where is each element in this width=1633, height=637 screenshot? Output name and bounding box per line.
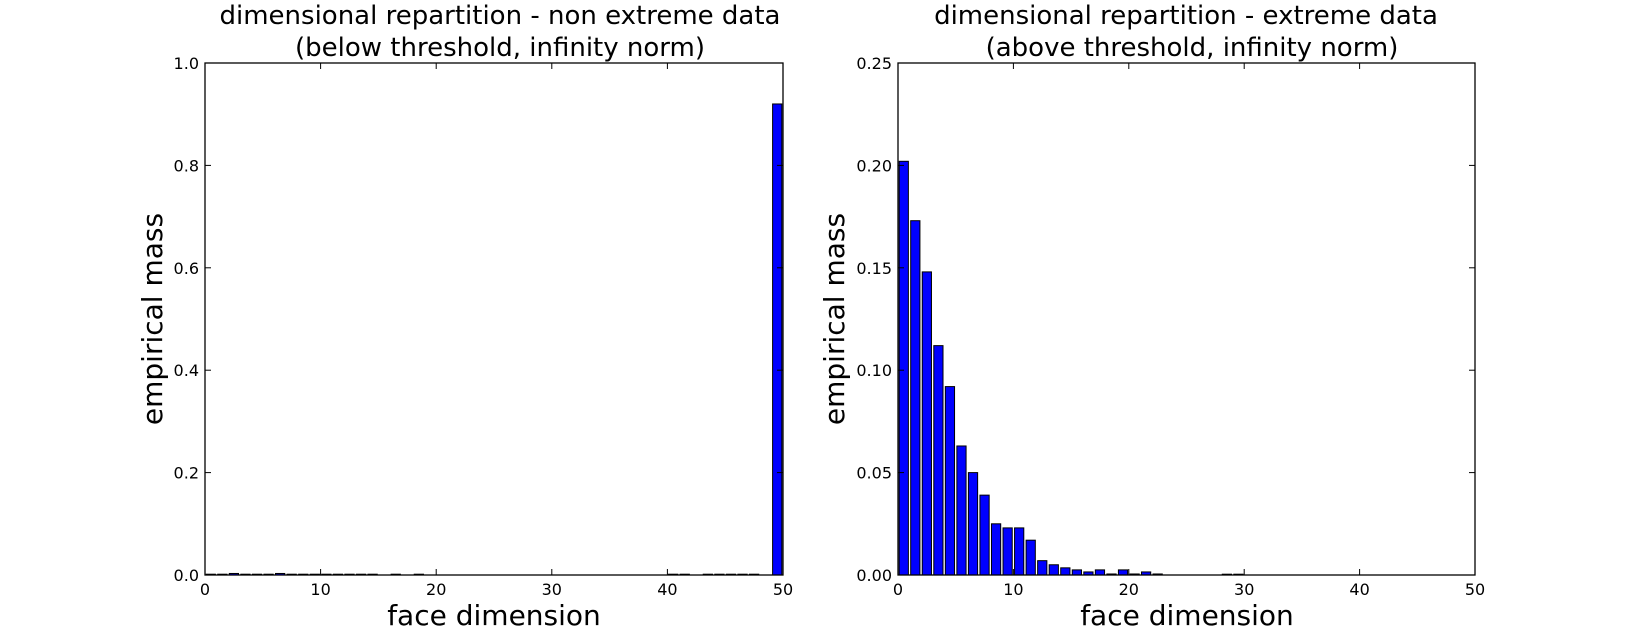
bar-9 <box>1002 527 1013 576</box>
chart-title-line2: (below threshold, infinity norm) <box>295 33 705 63</box>
tick-group: 0 10 20 30 40 50 0.0 0.2 0.4 0.6 0.8 1.0 <box>174 54 794 599</box>
y-tick-label: 0.15 <box>856 259 892 278</box>
y-axis-label: empirical mass <box>136 213 169 425</box>
x-tick-label: 20 <box>1119 580 1139 599</box>
tick-group: 0 10 20 30 40 50 0.00 0.05 0.10 0.15 0.20 0.25 <box>856 54 1485 599</box>
bar-8 <box>990 523 1002 576</box>
plot-frame <box>204 62 784 576</box>
bar-3 <box>933 345 944 576</box>
x-tick-label: 10 <box>310 580 330 599</box>
x-tick-label: 0 <box>893 580 903 599</box>
bar-group <box>205 103 783 576</box>
x-tick-label: 20 <box>426 580 446 599</box>
chart-right: dimensional repartition - extreme data (… <box>818 1 1485 632</box>
x-tick-label: 50 <box>1465 580 1485 599</box>
y-tick-label: 0.0 <box>174 566 199 585</box>
chart-title-line2: (above threshold, infinity norm) <box>986 33 1399 63</box>
bar-11 <box>1025 539 1036 576</box>
bar-49 <box>772 103 783 576</box>
y-tick-label: 0.6 <box>174 259 199 278</box>
bar-5 <box>956 445 967 576</box>
y-tick-label: 0.05 <box>856 464 892 483</box>
chart-title-line1: dimensional repartition - non extreme da… <box>220 1 781 31</box>
bar-15 <box>1071 569 1082 576</box>
bar-2 <box>921 271 932 576</box>
x-axis-label: face dimension <box>387 599 601 632</box>
x-tick-label: 30 <box>542 580 562 599</box>
bar-14 <box>1060 567 1071 576</box>
y-tick-label: 0.8 <box>174 156 199 175</box>
x-tick-label: 30 <box>1234 580 1254 599</box>
bar-1 <box>910 220 921 576</box>
bar-19 <box>1117 569 1129 576</box>
y-tick-label: 0.10 <box>856 361 892 380</box>
plot-frame <box>897 62 1476 576</box>
y-tick-label: 0.4 <box>174 361 199 380</box>
chart-title-line1: dimensional repartition - extreme data <box>934 1 1438 31</box>
chart-left: dimensional repartition - non extreme da… <box>136 1 793 632</box>
bar-17 <box>1094 569 1106 576</box>
bar-13 <box>1048 564 1059 576</box>
x-tick-label: 10 <box>1003 580 1023 599</box>
y-axis-label: empirical mass <box>818 213 851 425</box>
y-tick-label: 0.20 <box>856 156 892 175</box>
y-tick-label: 0.00 <box>856 566 892 585</box>
bar-12 <box>1037 560 1048 576</box>
y-tick-label: 0.2 <box>174 464 199 483</box>
bar-10 <box>1014 527 1025 576</box>
y-tick-label: 1.0 <box>174 54 199 73</box>
bar-6 <box>967 472 979 576</box>
bar-4 <box>944 386 956 576</box>
x-tick-label: 50 <box>773 580 793 599</box>
y-tick-label: 0.25 <box>856 54 892 73</box>
bar-0 <box>898 160 909 576</box>
x-tick-label: 40 <box>1349 580 1369 599</box>
bar-group <box>898 160 1244 576</box>
x-axis-label: face dimension <box>1080 599 1294 632</box>
bar-7 <box>979 494 990 576</box>
x-tick-label: 40 <box>657 580 677 599</box>
x-tick-label: 0 <box>200 580 210 599</box>
